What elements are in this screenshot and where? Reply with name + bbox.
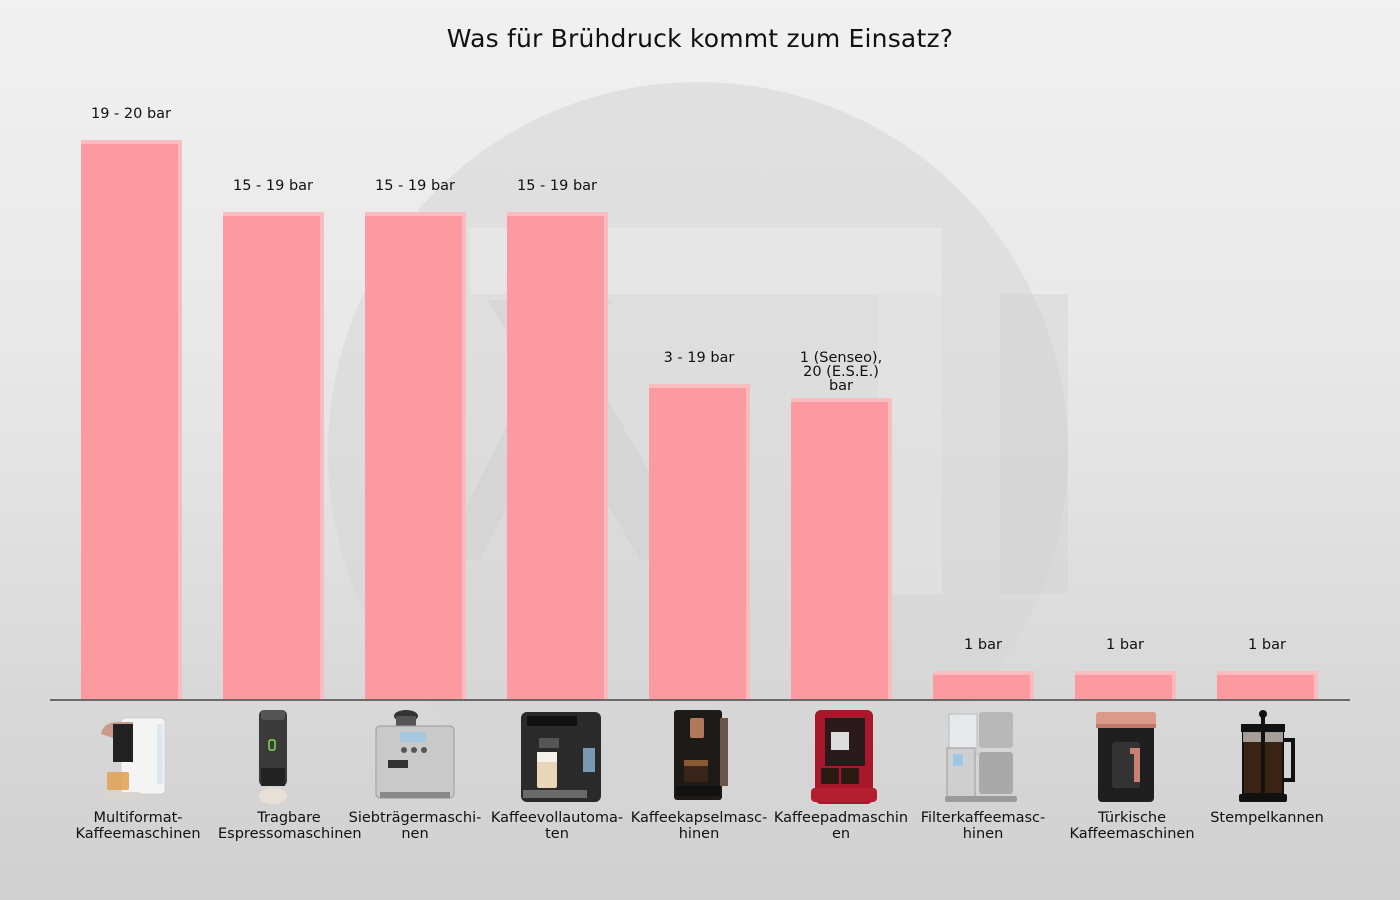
- filter-coffee-machine-icon: [912, 706, 1054, 806]
- fully-automatic-coffee-machine-icon: [486, 706, 628, 806]
- data-label: 1 bar: [964, 637, 1002, 653]
- portafilter-machine-icon: [344, 706, 486, 806]
- data-label: 1 bar: [1248, 637, 1286, 653]
- data-label: 19 - 20 bar: [90, 106, 171, 122]
- data-label: 15 - 19 bar: [516, 178, 597, 194]
- category-label: Filterkaffeemasc- hinen: [920, 810, 1046, 842]
- category-label: Siebträgermaschi- nen: [348, 810, 482, 842]
- data-label: 15 - 19 bar: [232, 178, 313, 194]
- pad-machine-icon: [770, 706, 912, 806]
- bar-stempelkannen: [1217, 671, 1318, 700]
- data-label: 3 - 19 bar: [663, 350, 735, 366]
- bar-padmaschinen: [791, 398, 892, 700]
- bar-filterkaffee: [933, 671, 1034, 700]
- multiformat-coffee-machine-icon: [60, 706, 202, 806]
- turkish-coffee-machine-icon: [1054, 706, 1196, 806]
- data-label: 15 - 19 bar: [374, 178, 455, 194]
- portable-espresso-maker-icon: [202, 706, 344, 806]
- category-label: Stempelkannen: [1210, 810, 1324, 826]
- x-axis-line: [50, 699, 1350, 701]
- category-label: Tragbare Espressomaschinen: [218, 810, 362, 842]
- data-label: 1 bar: [1106, 637, 1144, 653]
- bar-siebtraeger: [365, 212, 466, 700]
- bar-kaffeevollautomaten: [507, 212, 608, 700]
- data-label: 1 (Senseo), 20 (E.S.E.) bar: [799, 350, 883, 394]
- category-label: Multiformat- Kaffeemaschinen: [75, 810, 201, 842]
- category-label: Kaffeevollautoma- ten: [490, 810, 624, 842]
- capsule-machine-icon: [628, 706, 770, 806]
- french-press-icon: [1196, 706, 1338, 806]
- bar-tragbare-espresso: [223, 212, 324, 700]
- chart-title: Was für Brühdruck kommt zum Einsatz?: [446, 24, 954, 53]
- category-label: Türkische Kaffeemaschinen: [1069, 810, 1195, 842]
- category-label: Kaffeepadmaschin en: [773, 810, 909, 842]
- bar-tuerkische: [1075, 671, 1176, 700]
- bar-kapselmaschinen: [649, 384, 750, 700]
- bar-multiformat: [81, 140, 182, 700]
- category-label: Kaffeekapselmasc- hinen: [630, 810, 768, 842]
